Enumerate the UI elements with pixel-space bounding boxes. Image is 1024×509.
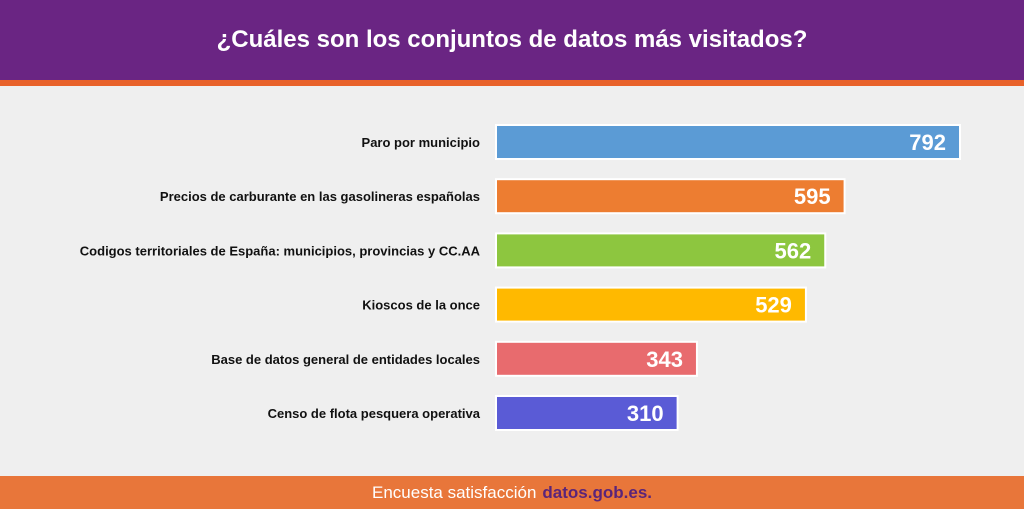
bar <box>495 232 827 269</box>
value-label: 562 <box>775 238 812 263</box>
bar <box>495 178 846 215</box>
value-label: 595 <box>794 184 831 209</box>
bar <box>495 395 679 431</box>
category-label: Precios de carburante en las gasolineras… <box>160 189 480 204</box>
chart-canvas: Paro por municipio 792 Precios de carburan… <box>80 124 961 431</box>
chart-title: ¿Cuáles son los conjuntos de datos más v… <box>216 26 808 53</box>
category-label: Paro por municipio <box>362 135 481 150</box>
bar-chart: Paro por municipio 792 Precios de carburan… <box>0 86 1024 476</box>
footer-text: Encuesta satisfacción <box>372 482 537 502</box>
category-label: Codigos territoriales de España: municip… <box>80 243 481 258</box>
category-label: Censo de flota pesquera operativa <box>268 406 481 421</box>
value-label: 529 <box>755 293 792 318</box>
bar <box>495 340 698 377</box>
bar <box>495 124 961 160</box>
accent-stripe <box>0 80 1024 86</box>
value-label: 343 <box>646 347 683 372</box>
value-label: 792 <box>909 130 946 155</box>
bar <box>495 286 807 323</box>
title-banner: ¿Cuáles son los conjuntos de datos más v… <box>0 0 1024 80</box>
category-label: Kioscos de la once <box>362 298 480 313</box>
category-label: Base de datos general de entidades local… <box>211 352 480 367</box>
footer-banner: Encuesta satisfacción datos.gob.es. <box>0 476 1024 509</box>
footer-brand: datos.gob.es. <box>542 482 652 502</box>
value-label: 310 <box>627 401 664 426</box>
